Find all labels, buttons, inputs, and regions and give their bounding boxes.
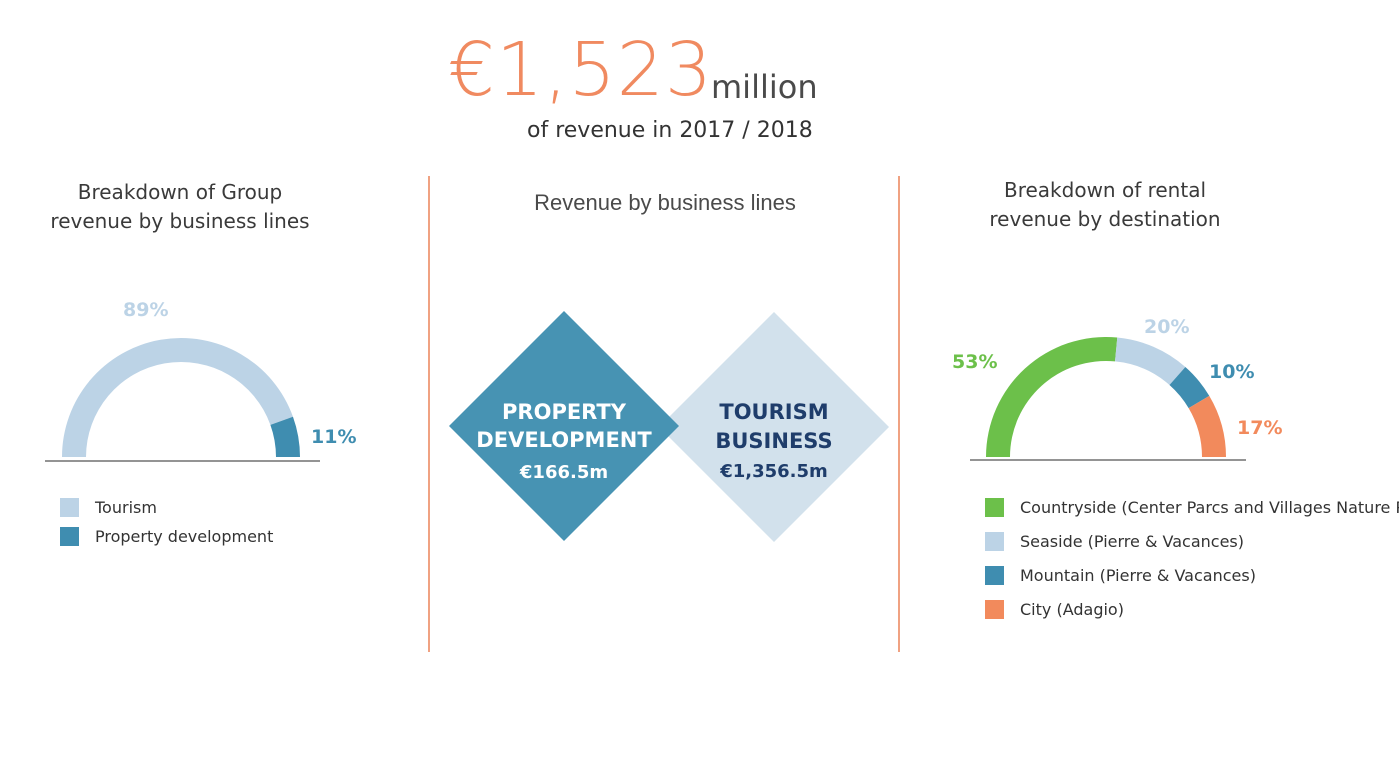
revenue-caption: of revenue in 2017 / 2018: [527, 118, 813, 143]
legend-item: Tourism: [60, 495, 157, 519]
legend-label: Property development: [95, 526, 274, 546]
left-chart-title: Breakdown of Group revenue by business l…: [30, 178, 330, 236]
legend-label: Seaside (Pierre & Vacances): [1020, 531, 1244, 551]
arc-property: [270, 416, 300, 457]
tourism-label-line2: BUSINESS: [715, 429, 833, 453]
revenue-unit: million: [711, 68, 818, 106]
diamond-tourism: [659, 312, 889, 542]
legend-item: Property development: [60, 524, 273, 548]
arc-countryside: [986, 337, 1118, 457]
tourism-value: €1,356.5m: [720, 461, 828, 482]
slice-label-countryside: 53%: [952, 351, 997, 373]
left-half-donut: 89% 11%: [62, 299, 356, 457]
right-chart-title-line2: revenue by destination: [989, 207, 1221, 231]
legend-swatch: [60, 497, 79, 517]
business-diamonds: [449, 311, 889, 542]
legend-swatch: [985, 565, 1004, 585]
divider-right: [898, 176, 900, 652]
right-chart-title-line1: Breakdown of rental: [1003, 178, 1207, 202]
property-label-line1: PROPERTY: [502, 400, 626, 424]
property-label-line2: DEVELOPMENT: [476, 428, 652, 452]
tourism-label: TOURISM BUSINESS €1,356.5m: [664, 398, 884, 484]
arc-seaside: [1115, 337, 1186, 385]
legend-label: City (Adagio): [1020, 599, 1124, 619]
right-chart-title: Breakdown of rental revenue by destinati…: [955, 176, 1255, 234]
arc-city: [1188, 395, 1226, 457]
slice-label-property: 11%: [311, 426, 356, 448]
left-chart-title-line2: revenue by business lines: [50, 209, 310, 233]
legend-item: Mountain (Pierre & Vacances): [985, 563, 1256, 587]
arc-mountain: [1169, 366, 1210, 409]
slice-label-seaside: 20%: [1144, 316, 1189, 338]
middle-title: Revenue by business lines: [534, 190, 796, 215]
legend-swatch: [60, 526, 79, 546]
arc-tourism: [62, 338, 293, 457]
property-label: PROPERTY DEVELOPMENT €166.5m: [454, 398, 674, 485]
legend-swatch: [985, 599, 1004, 619]
legend-item: City (Adagio): [985, 597, 1124, 621]
slice-label-city: 17%: [1237, 417, 1282, 439]
legend-swatch: [985, 497, 1004, 517]
legend-item: Countryside (Center Parcs and Villages N…: [985, 495, 1399, 519]
legend-label: Countryside (Center Parcs and Villages N…: [1020, 497, 1399, 517]
tourism-label-line1: TOURISM: [719, 400, 829, 424]
left-chart-title-line1: Breakdown of Group: [77, 180, 283, 204]
property-value: €166.5m: [519, 462, 609, 483]
legend-item: Seaside (Pierre & Vacances): [985, 529, 1244, 553]
legend-label: Tourism: [95, 497, 157, 517]
revenue-total-value: €1,523: [448, 27, 713, 113]
divider-left: [428, 176, 430, 652]
right-half-donut: 53% 20% 10% 17%: [952, 316, 1282, 457]
diamond-property: [449, 311, 679, 541]
slice-label-mountain: 10%: [1209, 361, 1254, 383]
slice-label-tourism: 89%: [123, 299, 168, 321]
legend-swatch: [985, 531, 1004, 551]
legend-label: Mountain (Pierre & Vacances): [1020, 565, 1256, 585]
